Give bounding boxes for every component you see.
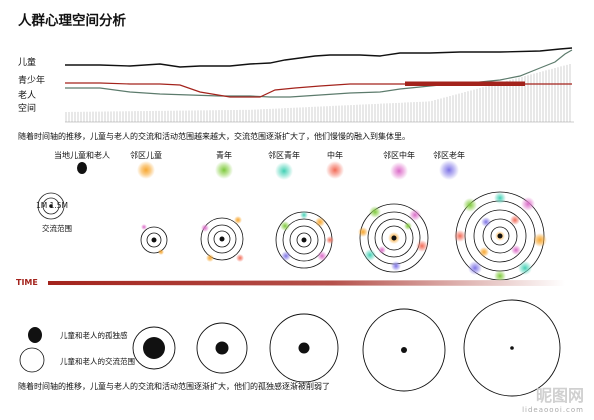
legend-dot-neighbor-child	[137, 161, 155, 179]
bottom-legend-dot	[28, 327, 42, 343]
exchange-stage-5	[454, 192, 547, 282]
legend-dot-local	[77, 162, 87, 174]
loneliness-stage-2	[197, 323, 247, 373]
exchange-stage-1	[141, 224, 167, 255]
legend-dot-youth	[215, 161, 233, 179]
watermark-url: lideaoooi.com	[522, 406, 584, 414]
bottom-legend-circle	[20, 348, 44, 372]
legend-dot-neighbor-elder	[439, 160, 459, 180]
loneliness-stage-3	[270, 314, 338, 382]
scale-label: 1M 1.5M	[36, 201, 68, 210]
exchange-stage-2	[201, 216, 244, 262]
caption-bottom: 随着时间轴的推移，儿童与老人的交流和活动范围逐渐扩大，他们的孤独感逐渐被削弱了	[18, 381, 330, 392]
exchange-stage-3	[276, 211, 334, 268]
exchange-stage-4	[358, 204, 428, 272]
time-arrow	[48, 280, 565, 286]
legend-dot-middle	[326, 161, 344, 179]
watermark-logo: 昵图网	[536, 382, 584, 406]
legend-dot-neighbor-middle	[390, 162, 408, 180]
bottom-legend-loneliness: 儿童和老人的孤独感	[60, 330, 128, 341]
time-label: TIME	[16, 278, 38, 287]
legend-dot-neighbor-youth	[275, 162, 293, 180]
loneliness-stage-4	[363, 309, 445, 391]
loneliness-stage-1	[133, 327, 175, 369]
bottom-legend-exchange: 儿童和老人的交流范围	[60, 356, 135, 367]
exchange-range-label: 交流范围	[42, 223, 72, 234]
